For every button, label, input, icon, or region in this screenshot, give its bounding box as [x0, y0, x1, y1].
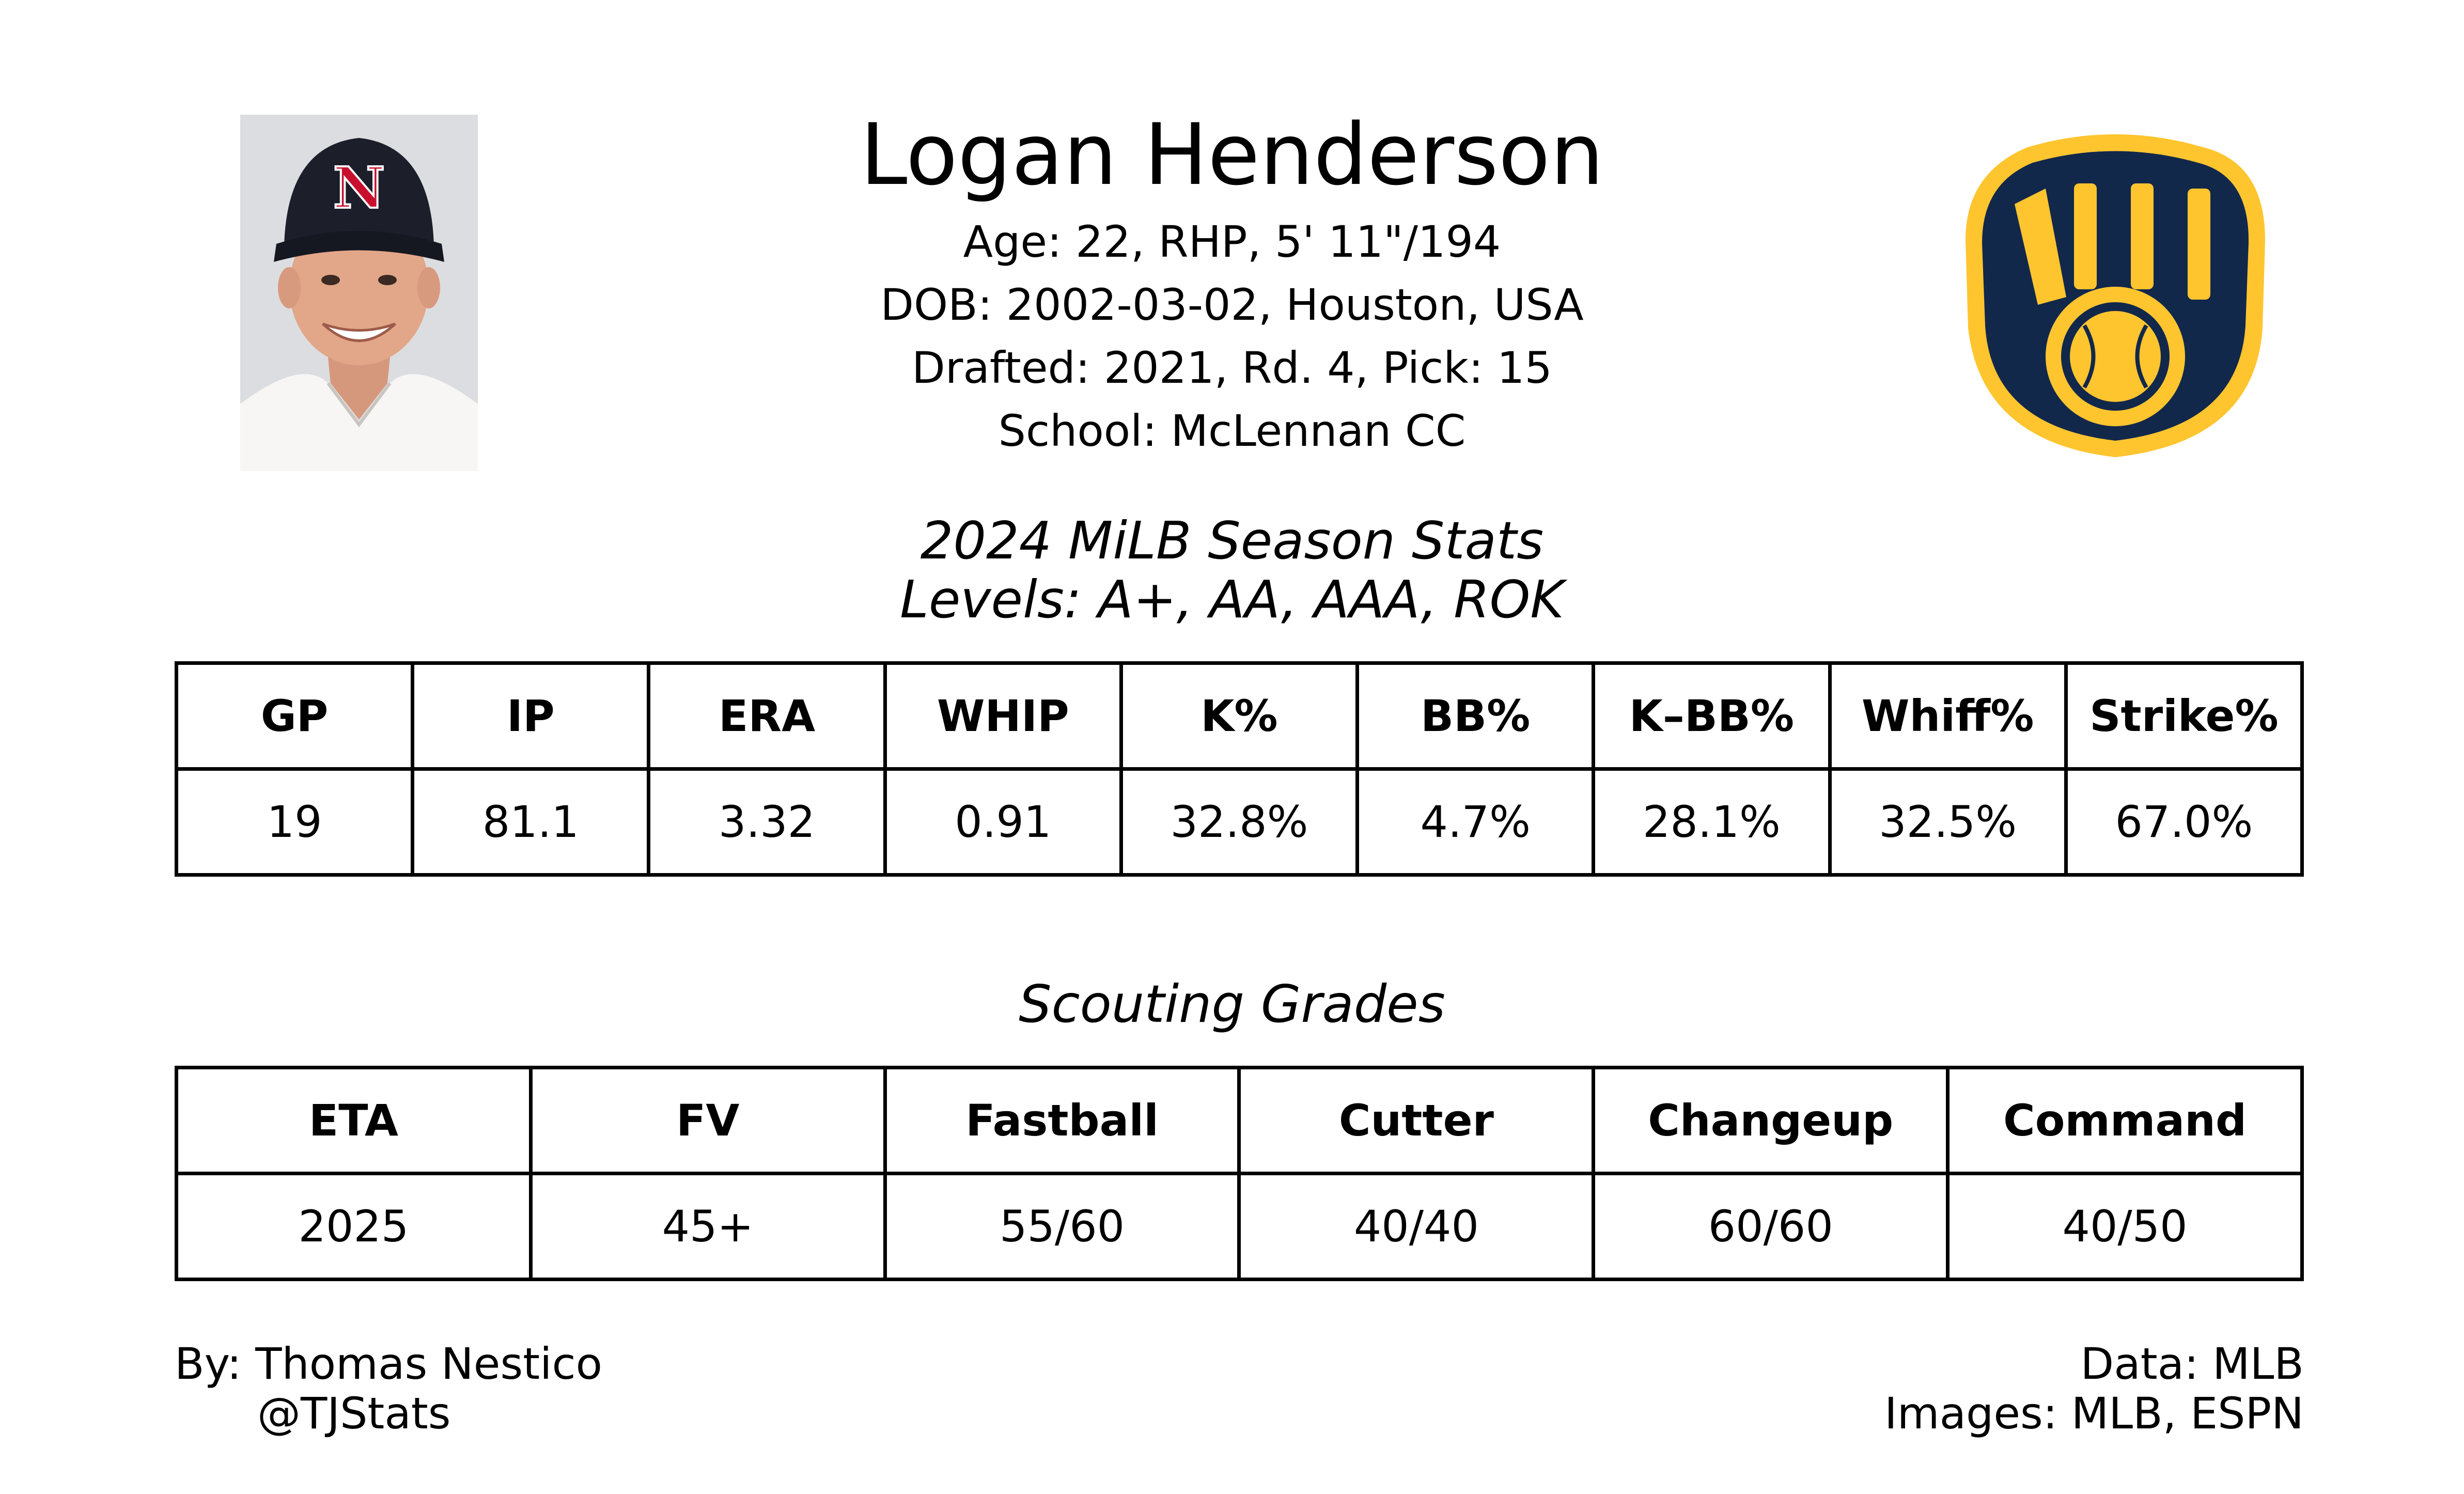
grade-value-changeup: 60/60 [1592, 1172, 1950, 1281]
grade-value-cutter: 40/40 [1237, 1172, 1596, 1281]
author-handle: @TJStats [257, 1388, 451, 1439]
stat-header-whiff-pct: Whiff% [1828, 661, 2068, 771]
player-school: School: McLennan CC [998, 406, 1466, 456]
grade-value-eta: 2025 [175, 1172, 533, 1281]
grade-header-eta: ETA [175, 1066, 533, 1175]
season-stats-table: GP IP ERA WHIP K% BB% K–BB% Whiff% Strik… [174, 661, 2304, 877]
stat-header-bb-pct: BB% [1355, 661, 1596, 771]
author-credit: By: Thomas Nestico @TJStats [175, 1339, 602, 1438]
table-header-row: GP IP ERA WHIP K% BB% K–BB% Whiff% Strik… [174, 661, 2304, 771]
stat-header-k-pct: K% [1119, 661, 1360, 771]
player-draft-info: Drafted: 2021, Rd. 4, Pick: 15 [912, 343, 1552, 393]
grade-header-fastball: Fastball [883, 1066, 1241, 1175]
player-headshot-image: N [240, 115, 478, 471]
table-row: 2025 45+ 55/60 40/40 60/60 40/50 [175, 1172, 2304, 1281]
grade-header-changeup: Changeup [1592, 1066, 1950, 1175]
data-source: Data: MLB [2080, 1339, 2304, 1389]
stat-value-k-pct: 32.8% [1119, 767, 1360, 877]
player-name: Logan Henderson [860, 105, 1604, 204]
stat-value-k-minus-bb-pct: 28.1% [1592, 767, 1832, 877]
stat-value-era: 3.32 [647, 767, 887, 877]
scouting-grades-title: Scouting Grades [1019, 974, 1445, 1034]
author-name: By: Thomas Nestico [175, 1339, 603, 1389]
grade-header-fv: FV [528, 1066, 887, 1175]
stat-value-gp: 19 [174, 767, 415, 877]
stat-header-ip: IP [411, 661, 651, 771]
milwaukee-brewers-logo-icon [1960, 127, 2270, 462]
grade-value-command: 40/50 [1946, 1172, 2304, 1281]
stat-header-whip: WHIP [883, 661, 1123, 771]
stat-header-gp: GP [174, 661, 415, 771]
stat-value-bb-pct: 4.7% [1355, 767, 1596, 877]
table-row: 19 81.1 3.32 0.91 32.8% 4.7% 28.1% 32.5%… [174, 767, 2304, 877]
player-age-position: Age: 22, RHP, 5' 11"/194 [963, 216, 1501, 267]
scouting-grades-table: ETA FV Fastball Cutter Changeup Command … [175, 1066, 2304, 1281]
stat-value-ip: 81.1 [411, 767, 651, 877]
table-header-row: ETA FV Fastball Cutter Changeup Command [175, 1066, 2304, 1175]
grade-value-fastball: 55/60 [883, 1172, 1241, 1281]
source-credit: Data: MLB Images: MLB, ESPN [1884, 1339, 2304, 1438]
player-dob: DOB: 2002-03-02, Houston, USA [880, 279, 1584, 330]
grade-header-command: Command [1946, 1066, 2304, 1175]
stat-value-strike-pct: 67.0% [2064, 767, 2304, 877]
grade-value-fv: 45+ [528, 1172, 887, 1281]
stat-value-whip: 0.91 [883, 767, 1123, 877]
images-source: Images: MLB, ESPN [1884, 1388, 2304, 1439]
stat-header-k-minus-bb-pct: K–BB% [1592, 661, 1832, 771]
grade-header-cutter: Cutter [1237, 1066, 1596, 1175]
cap-logo-letter: N [333, 154, 385, 221]
season-stats-levels: Levels: A+, AA, AAA, ROK [900, 569, 1564, 630]
stat-header-strike-pct: Strike% [2064, 661, 2304, 771]
stat-value-whiff-pct: 32.5% [1828, 767, 2068, 877]
season-stats-title: 2024 MiLB Season Stats [920, 510, 1544, 571]
stat-header-era: ERA [647, 661, 887, 771]
